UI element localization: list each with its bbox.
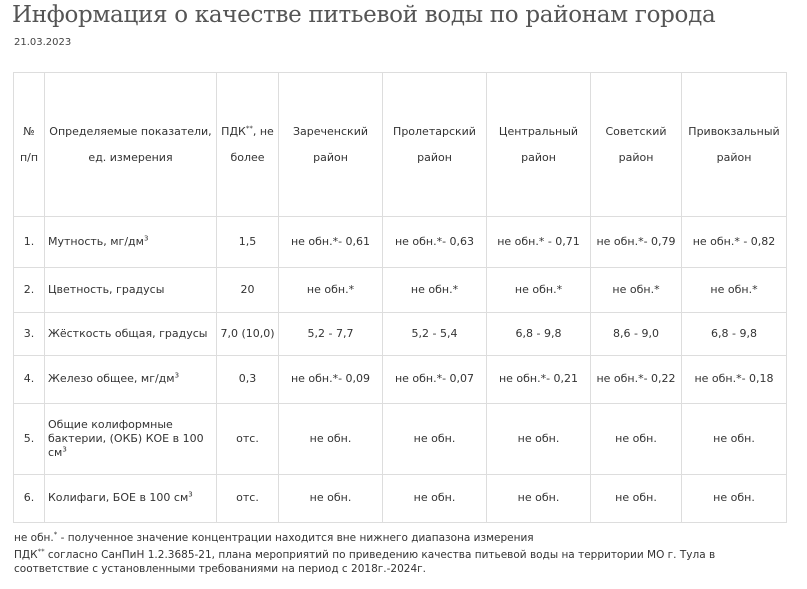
row-parameter-text: Жёсткость общая, градусы [48,326,208,340]
row-parameter-sup: 3 [143,234,149,243]
row-pdk: отс. [216,474,279,523]
row-value: 8,6 - 9,0 [590,312,682,356]
footnote-not-detected: не обн.* - полученное значение концентра… [14,531,534,545]
row-number: 6. [13,474,45,523]
table-row: 4. Железо общее, мг/дм3 0,3 не обн.*- 0,… [13,355,787,404]
row-number: 5. [13,403,45,475]
row-value: не обн. [278,474,383,523]
row-value: не обн. [681,474,787,523]
row-value: не обн.* [590,267,682,313]
row-pdk: отс. [216,403,279,475]
footnote-sup: ** [37,547,45,556]
table-header-row: № п/п Определяемые показатели, ед. измер… [13,72,787,217]
row-value: не обн.* [486,267,591,313]
header-district: Привокзальный район [681,72,787,217]
row-parameter: Жёсткость общая, градусы [44,312,217,356]
row-parameter-text: Железо общее, мг/дм [48,372,175,386]
header-number: № п/п [13,72,45,217]
row-value: не обн.*- 0,22 [590,355,682,404]
table-body: № п/п Определяемые показатели, ед. измер… [13,72,787,523]
row-parameter-sup: 3 [62,445,67,454]
footnote-prefix: не обн. [14,532,54,544]
footnote-pdk: ПДК** согласно СанПиН 1.2.3685-21, плана… [14,548,754,576]
row-parameter-text: Колифаги, БОЕ в 100 см [48,491,189,505]
row-value: не обн. [590,403,682,475]
row-number: 1. [13,216,45,268]
row-value: не обн. [278,403,383,475]
row-parameter-sup: 3 [174,371,180,380]
row-parameter: Мутность, мг/дм3 [44,216,217,268]
row-parameter: Общие колиформные бактерии, (ОКБ) КОЕ в … [44,403,217,475]
row-parameter: Колифаги, БОЕ в 100 см3 [44,474,217,523]
row-value: 6,8 - 9,8 [681,312,787,356]
row-parameter-text: Общие колиформные бактерии, (ОКБ) КОЕ в … [48,417,204,460]
row-number: 2. [13,267,45,313]
row-value: не обн.* [278,267,383,313]
row-value: не обн. [486,474,591,523]
publication-date: 21.03.2023 [14,37,72,48]
header-pdk-after: , не более [230,124,274,164]
row-value: не обн.*- 0,09 [278,355,383,404]
row-value: не обн.*- 0,18 [681,355,787,404]
row-parameter-sup: 3 [188,490,193,499]
row-value: не обн. [486,403,591,475]
table-row: 1. Мутность, мг/дм3 1,5 не обн.*- 0,61 н… [13,216,787,268]
row-value: не обн.*- 0,63 [382,216,487,268]
row-value: не обн. [382,403,487,475]
row-value: не обн.* - 0,82 [681,216,787,268]
row-value: 6,8 - 9,8 [486,312,591,356]
table-row: 3. Жёсткость общая, градусы 7,0 (10,0) 5… [13,312,787,356]
header-district: Центральный район [486,72,591,217]
row-pdk: 0,3 [216,355,279,404]
header-district: Советский район [590,72,682,217]
row-value: не обн.*- 0,07 [382,355,487,404]
row-value: не обн. [590,474,682,523]
header-district: Зареченский район [278,72,383,217]
row-pdk: 20 [216,267,279,313]
row-value: 5,2 - 5,4 [382,312,487,356]
footnote-sup: * [53,530,58,539]
row-value: не обн.*- 0,79 [590,216,682,268]
page-title: Информация о качестве питьевой воды по р… [12,2,716,28]
header-pdk-label: ПДК [221,124,246,138]
footnote-prefix: ПДК [14,549,38,561]
row-value: не обн.*- 0,21 [486,355,591,404]
header-parameter: Определяемые показатели, ед. измерения [44,72,217,217]
table-row: 6. Колифаги, БОЕ в 100 см3 отс. не обн. … [13,474,787,523]
row-number: 3. [13,312,45,356]
header-pdk-sup: ** [245,123,253,132]
table-row: 5. Общие колиформные бактерии, (ОКБ) КОЕ… [13,403,787,475]
row-value: не обн. [681,403,787,475]
row-parameter: Цветность, градусы [44,267,217,313]
row-pdk: 7,0 (10,0) [216,312,279,356]
row-parameter: Железо общее, мг/дм3 [44,355,217,404]
table-row: 2. Цветность, градусы 20 не обн.* не обн… [13,267,787,313]
row-value: не обн. [382,474,487,523]
row-number: 4. [13,355,45,404]
header-district: Пролетарский район [382,72,487,217]
row-value: не обн.* [382,267,487,313]
row-parameter-text: Цветность, градусы [48,282,165,296]
footnote-text: согласно СанПиН 1.2.3685-21, плана мероп… [14,549,716,575]
header-pdk: ПДК**, не более [216,72,279,217]
row-value: не обн.*- 0,61 [278,216,383,268]
row-parameter-text: Мутность, мг/дм [48,234,144,248]
row-value: 5,2 - 7,7 [278,312,383,356]
footnote-text: - полученное значение концентрации наход… [57,532,534,544]
row-pdk: 1,5 [216,216,279,268]
row-value: не обн.* - 0,71 [486,216,591,268]
row-value: не обн.* [681,267,787,313]
water-quality-table: № п/п Определяемые показатели, ед. измер… [13,72,787,523]
